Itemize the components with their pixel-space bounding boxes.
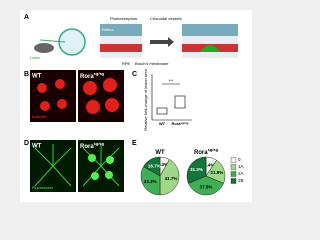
text: sg/sg — [94, 141, 105, 146]
x-tick-label: WT — [159, 121, 166, 126]
slice-label: 8.3% — [158, 162, 168, 167]
text: WT — [155, 150, 165, 156]
pie-title: Rorasg/sg — [194, 147, 219, 156]
vessel-layer — [100, 44, 142, 52]
slice-label: 33.3% — [144, 179, 157, 184]
text: Rora — [194, 150, 208, 156]
retina-layer — [182, 24, 238, 36]
page: {"panels": { "a": {"label": "A", "photor… — [20, 10, 252, 202]
image-label: Rorasg/sg — [80, 71, 105, 80]
leaks — [88, 154, 114, 180]
panel-label: E — [132, 140, 137, 147]
lesions — [37, 78, 119, 114]
text: 1 day — [152, 35, 162, 40]
laser-label: Laser — [30, 55, 41, 60]
pie-slice — [186, 156, 207, 184]
panel-label: D — [24, 140, 29, 147]
text: sg/sg — [208, 147, 219, 152]
slice-label: 31.3% — [190, 167, 203, 172]
legend-swatch — [230, 157, 237, 163]
panel-label: C — [132, 71, 137, 78]
text: Rora — [80, 74, 94, 80]
pie-slice — [188, 175, 224, 196]
text: Photoreceptors — [110, 16, 137, 21]
text: Rora — [172, 121, 182, 126]
significance: *** — [169, 78, 174, 83]
image-label: WT — [32, 144, 42, 150]
text: Bruch's membrane — [135, 61, 169, 66]
retina-layer — [100, 24, 142, 36]
slice-label: 37.5% — [200, 185, 213, 190]
image — [78, 70, 124, 122]
panel-label: A — [24, 14, 29, 21]
pie-slice — [140, 166, 161, 196]
slice-label: 9.4% — [204, 162, 214, 167]
pie-slice — [159, 159, 180, 196]
slice-label: 16.7% — [148, 163, 161, 168]
text: Rora — [80, 144, 94, 150]
legend-swatch — [230, 171, 237, 177]
box — [156, 107, 168, 115]
slice-label: 41.7% — [165, 176, 178, 181]
slice-label: 21.9% — [211, 170, 224, 175]
legend-label: 0 — [238, 157, 241, 162]
image-label: WT — [32, 74, 42, 80]
legend-swatch — [230, 164, 237, 170]
image — [30, 70, 76, 122]
laser-beam — [39, 39, 66, 43]
y-axis-label: Relative fold-change of lesion area — [143, 68, 148, 130]
text: Choroidal vessels — [150, 16, 182, 21]
pie-slice — [143, 156, 161, 177]
figure: A Laser Photoreceptors Choroidal vessels… — [20, 10, 252, 202]
legend-label: 2B — [238, 178, 244, 183]
text: RPE — [122, 61, 131, 66]
pie-title: WT — [155, 150, 165, 156]
lesion — [200, 45, 220, 52]
stain-label: Fluorescein — [32, 185, 53, 190]
text: sg/sg — [181, 121, 189, 125]
x-tick-label: Rorasg/sg — [172, 121, 189, 126]
arrow — [150, 37, 174, 47]
mouse — [34, 43, 54, 53]
pie-charts: WT 8.3% 41.7% 33.3% 16.7% Rorasg/sg 9.4% 21.9% 3… — [140, 147, 244, 196]
text: sg/sg — [94, 71, 105, 76]
text: Retina — [102, 27, 114, 32]
box — [174, 95, 186, 109]
legend-label: 1A — [238, 164, 244, 169]
stain-label: Isolectin — [32, 114, 47, 119]
legend-swatch — [230, 178, 237, 184]
panel-label: B — [24, 71, 29, 78]
legend-label: 2A — [238, 171, 244, 176]
image-label: Rorasg/sg — [80, 141, 105, 150]
